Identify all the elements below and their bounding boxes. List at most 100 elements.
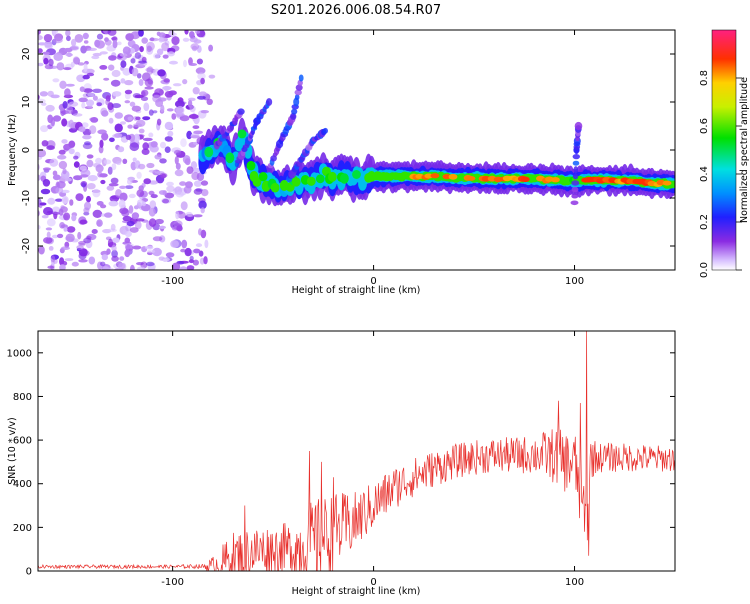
noise-blob [152,247,162,257]
noise-blob [71,214,77,222]
noise-blob [132,157,137,162]
noise-blob [182,79,188,85]
noise-blob [183,185,192,194]
noise-blob [61,196,69,204]
noise-blob [200,110,209,114]
ridge-cell [291,177,301,187]
noise-blob [51,234,59,239]
noise-blob [180,201,188,211]
noise-blob [139,46,144,53]
noise-blob [100,179,106,185]
noise-blob [134,94,144,99]
noise-blob [91,229,98,234]
noise-blob [162,54,169,59]
noise-blob [91,55,100,60]
noise-blob [144,78,154,87]
spectrogram-x-tick-label: -100 [161,276,184,287]
snr-y-tick-label: 1000 [7,348,32,359]
snr-y-tick-label: 200 [13,523,32,534]
noise-blob [127,178,133,185]
noise-blob [38,224,41,230]
noise-blob [197,95,206,100]
streak-blob [266,98,273,106]
noise-blob [136,262,144,266]
noise-blob [117,146,125,153]
streak-blob [322,127,328,134]
noise-blob [75,193,84,202]
streak-blob [574,121,583,131]
noise-blob [82,74,90,80]
noise-blob [182,37,190,42]
noise-blob [165,252,175,258]
noise-blob [63,212,71,221]
noise-blob [79,219,88,225]
noise-blob [92,95,98,101]
noise-blob [149,144,159,153]
streak-blob [298,74,304,82]
ridge-cell [466,176,476,181]
streak-blob [291,108,298,115]
noise-blob [114,133,123,138]
noise-blob [72,56,80,64]
noise-blob [107,166,113,175]
noise-blob [145,261,155,267]
noise-blob [68,119,74,129]
noise-blob [161,42,170,52]
noise-blob [152,236,163,242]
noise-blob [87,92,95,97]
noise-blob [190,43,200,50]
noise-blob [57,233,64,239]
noise-blob [58,208,64,216]
noise-blob [148,109,154,116]
noise-blob [101,266,110,270]
noise-blob [158,225,166,229]
noise-blob [84,201,91,211]
noise-blob [129,142,140,152]
noise-blob [87,47,97,52]
colorbar-tick-label: 0.6 [699,118,710,134]
ridge-cell [237,129,247,139]
noise-blob [81,122,89,128]
noise-region [38,30,216,270]
noise-blob [108,183,119,187]
noise-blob [52,211,60,215]
noise-blob [106,185,115,191]
noise-blob [198,91,207,97]
noise-blob [120,60,127,68]
noise-blob [183,59,187,68]
noise-blob [194,30,201,34]
noise-blob [38,30,41,35]
noise-blob [65,233,75,243]
noise-blob [127,116,133,121]
spectrogram-y-tick-label: 20 [21,48,32,61]
noise-blob [163,78,170,83]
noise-blob [118,199,126,209]
noise-blob [200,229,207,239]
noise-blob [119,256,125,261]
noise-blob [169,60,178,65]
noise-blob [125,134,132,140]
noise-blob [208,44,214,52]
streak-blob [573,166,578,174]
snr-x-tick-label: 100 [565,577,584,588]
noise-blob [130,58,136,64]
noise-blob [164,146,171,153]
noise-blob [156,48,164,56]
noise-blob [122,215,132,222]
streak-blob [571,180,580,186]
noise-blob [72,113,83,117]
noise-blob [86,195,91,203]
noise-blob [55,198,63,202]
noise-blob [42,51,50,55]
noise-blob [43,34,53,42]
noise-blob [164,136,173,142]
noise-blob [38,62,44,67]
streak-blob [295,84,303,91]
noise-blob [171,36,180,46]
noise-blob [124,89,133,95]
noise-blob [200,77,205,85]
noise-blob [162,258,168,262]
noise-blob [86,72,95,77]
noise-blob [53,37,63,44]
noise-blob [187,97,196,102]
